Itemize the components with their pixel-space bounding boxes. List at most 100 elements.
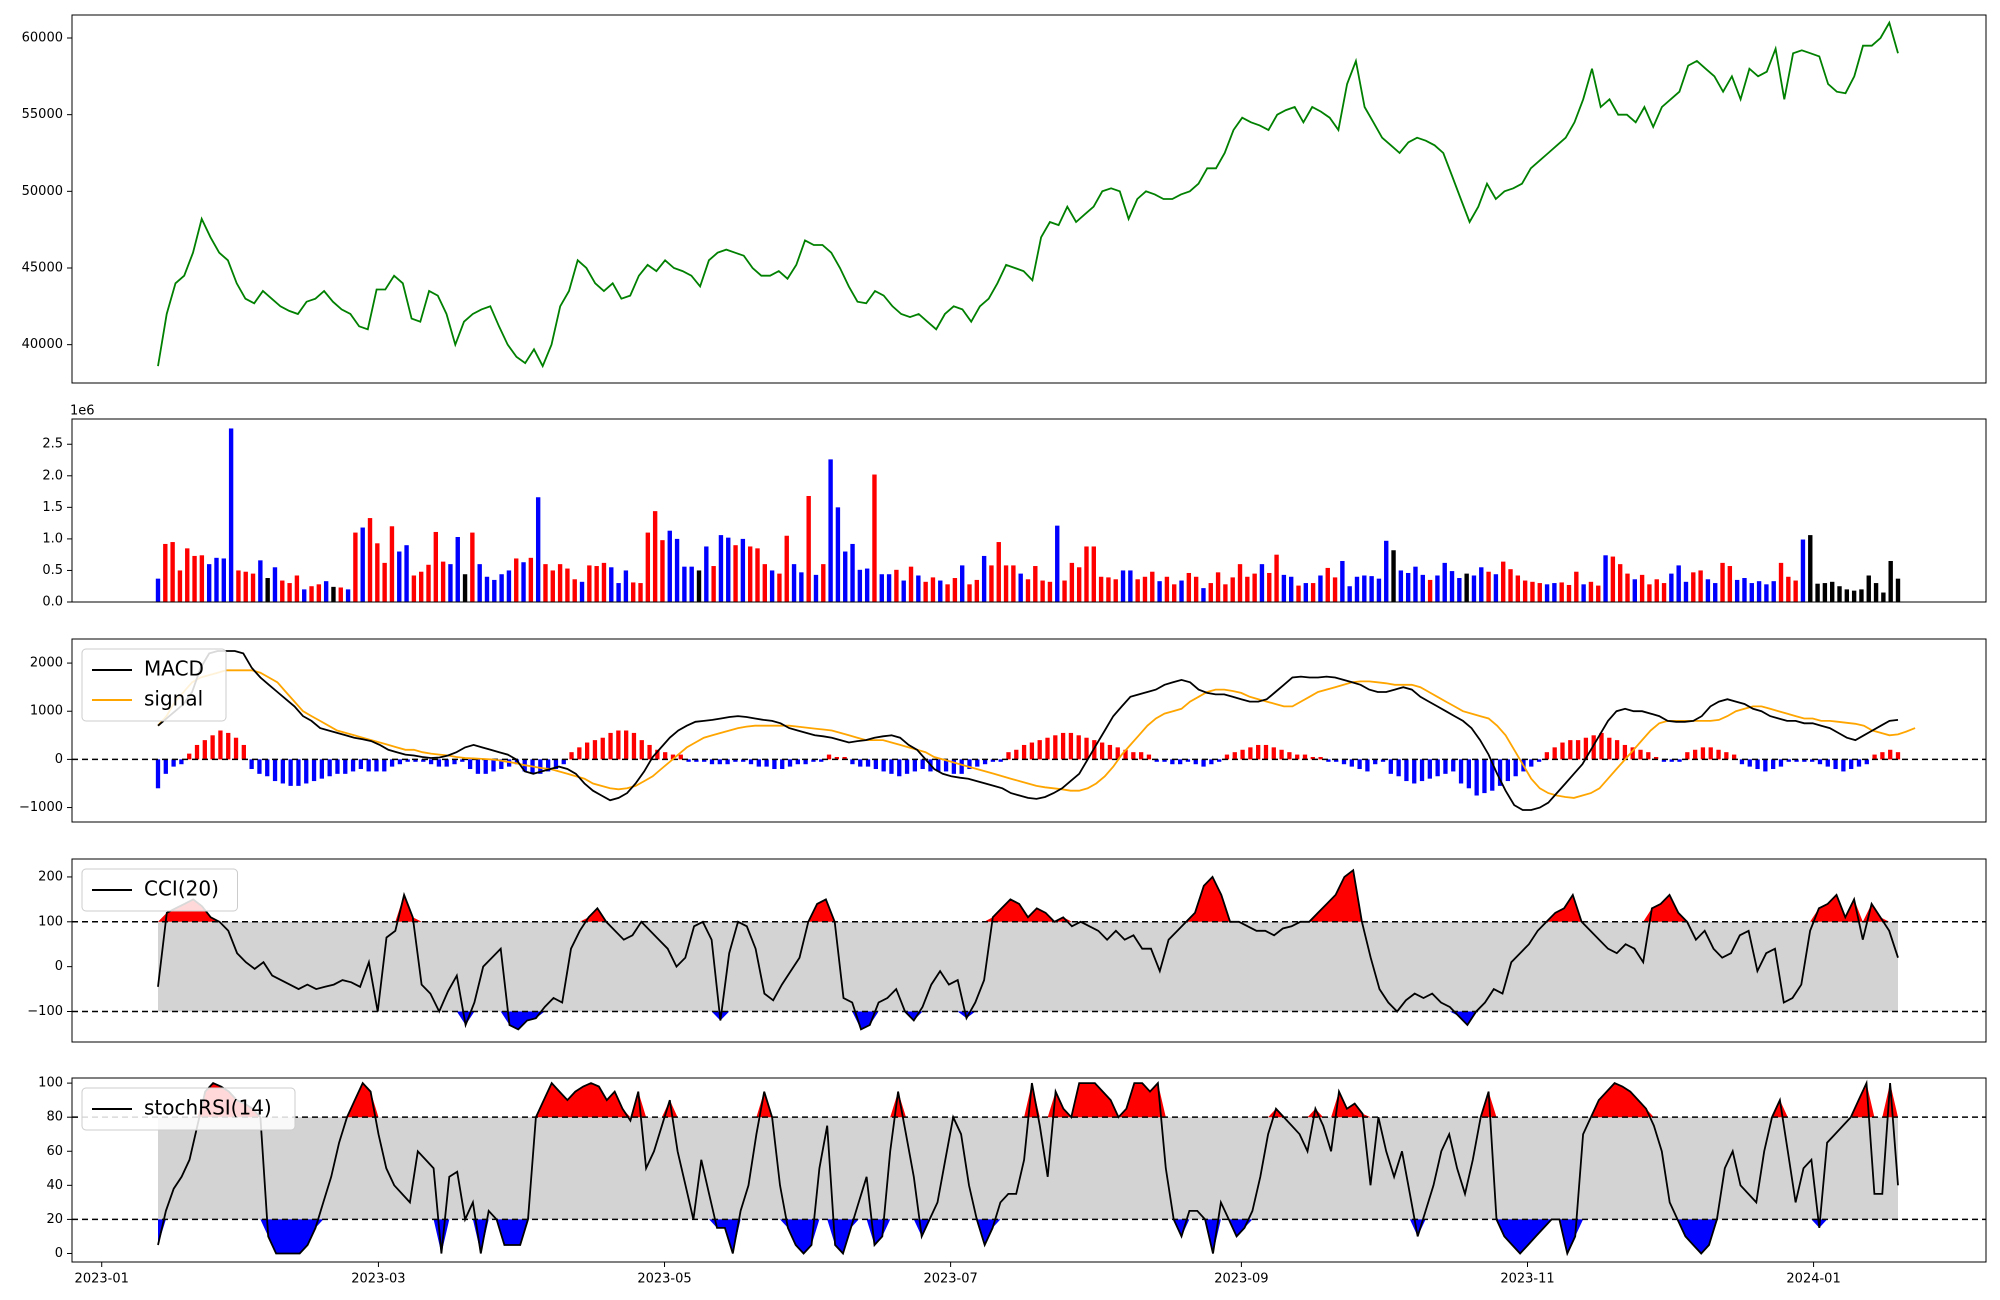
volume-bar <box>755 548 760 602</box>
volume-bar <box>382 562 387 602</box>
volume-bar <box>1025 579 1031 602</box>
y-tick-label: 0 <box>55 752 63 767</box>
macd-hist-bar <box>1271 747 1276 760</box>
macd-hist-bar <box>1653 756 1659 760</box>
volume-bar <box>1486 571 1491 602</box>
volume-bar <box>1851 590 1857 602</box>
volume-bar <box>345 589 351 602</box>
volume-bar <box>1150 571 1155 602</box>
volume-bar <box>638 583 643 602</box>
macd-hist-bar <box>210 735 215 760</box>
volume-bar <box>1098 576 1104 602</box>
macd-hist-bar <box>1841 759 1846 772</box>
macd-hist-bar <box>795 759 800 765</box>
macd-hist-bar <box>709 759 715 765</box>
macd-hist-bar <box>257 759 262 774</box>
volume-bar <box>967 584 972 602</box>
volume-bar <box>272 567 278 602</box>
macd-hist-bar <box>366 759 371 772</box>
volume-bar <box>1047 581 1053 602</box>
volume-bar <box>360 527 365 602</box>
macd-hist-bar <box>920 759 925 770</box>
macd-hist-bar <box>1154 759 1159 762</box>
macd-hist-bar <box>1895 752 1901 760</box>
macd-hist-bar <box>1739 759 1745 765</box>
y-tick-label: 20 <box>46 1212 63 1227</box>
macd-hist-bar <box>1630 747 1635 760</box>
volume-bar <box>1654 579 1659 602</box>
volume-bar <box>879 574 884 602</box>
volume-bar <box>652 511 658 602</box>
macd-hist-bar <box>975 759 980 767</box>
volume-bar <box>1530 581 1535 602</box>
volume-bar <box>579 581 585 602</box>
volume-bar <box>1113 579 1118 602</box>
macd-hist-bar <box>897 759 902 777</box>
x-tick-label: 2023-09 <box>1214 1272 1268 1287</box>
macd-hist-bar <box>1326 759 1331 762</box>
macd-hist-bar <box>1068 732 1074 760</box>
volume-bar <box>1734 579 1740 602</box>
volume-bar <box>733 545 738 602</box>
volume-bar <box>1252 573 1257 602</box>
volume-bar <box>1376 578 1382 602</box>
volume-bar <box>1398 570 1404 602</box>
macd-hist-bar <box>194 744 200 760</box>
volume-bar <box>1786 576 1791 602</box>
macd-hist-bar <box>1458 759 1464 784</box>
macd-hist-bar <box>241 744 246 760</box>
macd-hist-bar <box>1888 749 1893 760</box>
macd-hist-bar <box>1248 747 1253 760</box>
macd-hist-bar <box>1178 759 1183 765</box>
macd-hist-bar <box>1396 759 1401 777</box>
volume-bar <box>843 551 848 602</box>
macd-hist-bar <box>1568 740 1573 760</box>
macd-hist-bar <box>358 759 364 770</box>
volume-bar <box>872 474 877 602</box>
volume-bar <box>674 538 680 602</box>
overbought-fill <box>158 1083 1898 1118</box>
volume-bar <box>894 569 899 602</box>
volume-bar <box>419 571 424 602</box>
volume-bar <box>1325 567 1330 602</box>
band-fill <box>158 1117 1898 1220</box>
volume-bar <box>631 582 636 602</box>
macd-hist-bar <box>467 759 473 770</box>
y-tick-label: 2.0 <box>42 468 63 483</box>
macd-hist-bar <box>1583 737 1589 760</box>
volume-bar <box>287 583 292 602</box>
volume-bar <box>828 459 833 602</box>
macd-hist-bar <box>233 737 239 760</box>
volume-bar <box>1859 589 1864 602</box>
macd-hist-bar <box>764 759 769 767</box>
volume-bar <box>243 571 248 602</box>
macd-hist-bar <box>1170 759 1175 765</box>
macd-hist-bar <box>1638 749 1643 760</box>
axes-frame <box>71 1077 1987 1263</box>
macd-hist-bar <box>499 759 504 770</box>
volume-bar <box>1815 583 1820 602</box>
macd-hist-bar <box>1747 759 1752 767</box>
macd-hist-bar <box>873 759 878 770</box>
macd-hist-bar <box>1451 759 1456 772</box>
macd-hist-bar <box>1053 735 1058 760</box>
volume-bar <box>1135 579 1140 602</box>
panel-stochrsi: 0 20 40 60 80 100 stochRSI(14) <box>38 1076 1987 1263</box>
volume-bar <box>309 586 314 602</box>
volume-bar <box>1413 566 1418 602</box>
volume-bar <box>974 579 980 602</box>
volume-bar <box>521 562 526 602</box>
macd-hist-bar <box>460 759 465 762</box>
macd-hist-bar <box>725 759 730 765</box>
volume-bar <box>1237 564 1243 602</box>
macd-hist-bar <box>538 759 543 774</box>
macd-hist-bar <box>787 759 793 767</box>
macd-hist-bar <box>1771 759 1776 770</box>
volume-bar <box>1055 525 1060 602</box>
macd-hist-bar <box>1287 752 1292 760</box>
macd-hist-bar <box>405 759 410 762</box>
volume-bar <box>696 570 702 602</box>
volume-bar <box>1727 566 1733 602</box>
macd-hist-bar <box>1076 735 1081 760</box>
macd-hist-bar <box>265 759 270 777</box>
